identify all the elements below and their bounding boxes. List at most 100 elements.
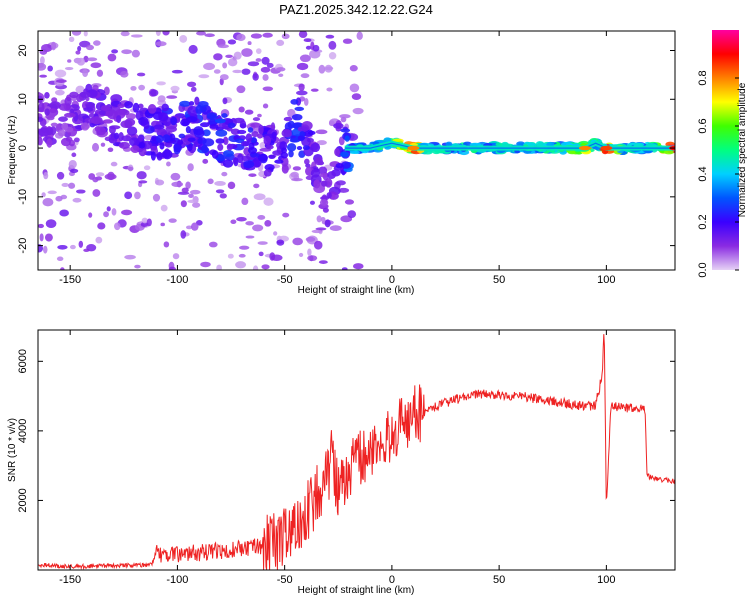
spectral-blob (160, 204, 168, 212)
spectral-blob (276, 39, 285, 46)
spectral-blob (39, 48, 48, 55)
spectral-blob (329, 225, 342, 231)
x-tick-label: -100 (166, 274, 188, 286)
spectral-blob (201, 144, 209, 154)
spectral-blob (261, 56, 270, 65)
spectral-blob (276, 239, 285, 246)
spectral-blob (328, 52, 337, 60)
spectral-blob (198, 74, 210, 79)
spectral-blob (278, 73, 284, 77)
spectral-blob (352, 263, 364, 270)
spectral-blob (75, 50, 81, 55)
spectral-blob (250, 122, 262, 128)
spectral-blob (187, 105, 199, 116)
spectral-blob (64, 66, 74, 71)
spectral-blob (181, 187, 189, 193)
spectral-blob (383, 137, 392, 143)
spectral-blob (233, 117, 245, 124)
spectral-blob (222, 62, 228, 69)
spectral-blob (158, 112, 169, 122)
spectral-blob (326, 192, 332, 199)
spectral-blob (88, 212, 93, 218)
spectral-blob (230, 219, 237, 224)
spectral-blob (348, 150, 360, 155)
spectral-blob (349, 83, 360, 93)
spectral-blob (241, 197, 249, 206)
snr-y-axis-label: SNR (10 * v/v) (7, 418, 18, 482)
spectral-blob (38, 223, 44, 229)
spectral-blob (264, 219, 272, 227)
spectral-blob (347, 210, 357, 219)
spectral-blob (177, 139, 184, 146)
spectral-blob (241, 68, 251, 75)
spectral-blob (243, 160, 255, 169)
spectral-blob (146, 218, 152, 227)
spectral-blob (92, 189, 101, 197)
spectral-blob (291, 113, 303, 121)
spectral-blob (211, 150, 219, 159)
spectral-blob (199, 122, 210, 128)
spectral-blob (110, 161, 118, 167)
y-tick-label: 20 (17, 44, 29, 56)
spectral-blob (225, 54, 233, 58)
spectral-blob (45, 219, 57, 229)
spectral-blob (223, 136, 229, 146)
spectral-blob (150, 151, 156, 161)
spectral-blob (248, 142, 255, 151)
spectral-blob (241, 140, 250, 147)
spectral-blob (282, 212, 290, 218)
spectral-blob (252, 117, 261, 122)
spectral-blob (59, 209, 69, 217)
spectral-blob (132, 102, 140, 113)
spectral-blob (75, 85, 85, 94)
ridge-peak (600, 145, 613, 151)
spectral-blob (124, 254, 136, 260)
spectral-blob (209, 124, 219, 129)
spectral-blob (118, 141, 131, 149)
spectral-blob (54, 89, 65, 96)
spectral-blob (121, 209, 133, 216)
spectral-blob (202, 138, 215, 147)
spectral-blob (193, 126, 204, 136)
spectral-blob (261, 264, 270, 270)
spectral-blob (208, 241, 218, 248)
spectral-blob (305, 236, 316, 242)
spectral-blob (129, 137, 140, 147)
spectral-blob (143, 165, 151, 171)
spectral-blob (202, 158, 209, 164)
spectral-blob (134, 191, 141, 200)
spectral-blob (160, 222, 165, 227)
spectral-blob (94, 126, 101, 132)
spectral-blob (124, 101, 134, 109)
spectral-blob (86, 44, 95, 51)
spectral-blob (265, 144, 274, 150)
spectral-blob (303, 38, 312, 42)
spectral-blob (38, 137, 43, 146)
spectral-blob (219, 74, 229, 81)
spectral-blob (171, 181, 184, 188)
spectral-blob (233, 51, 242, 60)
spectral-blob (303, 97, 309, 106)
spectral-blob (319, 172, 330, 178)
spectral-blob (168, 218, 177, 223)
spectral-blob (257, 153, 268, 162)
spectral-blob (50, 122, 58, 127)
spectral-blob (95, 172, 105, 177)
spectral-blob (344, 199, 355, 205)
spectral-blob (153, 124, 165, 130)
spectral-blob (232, 69, 243, 74)
ridge-peak (578, 145, 591, 151)
spectral-blob (46, 138, 53, 148)
spectral-blob (335, 180, 346, 186)
spectral-blob (196, 31, 207, 36)
spectral-blob (307, 248, 312, 257)
spectral-blob (195, 104, 203, 115)
spectral-blob (207, 178, 214, 185)
spectral-blob (255, 58, 262, 62)
spectral-blob (245, 221, 254, 226)
spectral-blob (219, 193, 227, 199)
spectral-blob (187, 81, 197, 87)
spectral-blob (180, 200, 187, 208)
spectral-blob (316, 215, 322, 223)
spectral-blob (61, 182, 69, 188)
